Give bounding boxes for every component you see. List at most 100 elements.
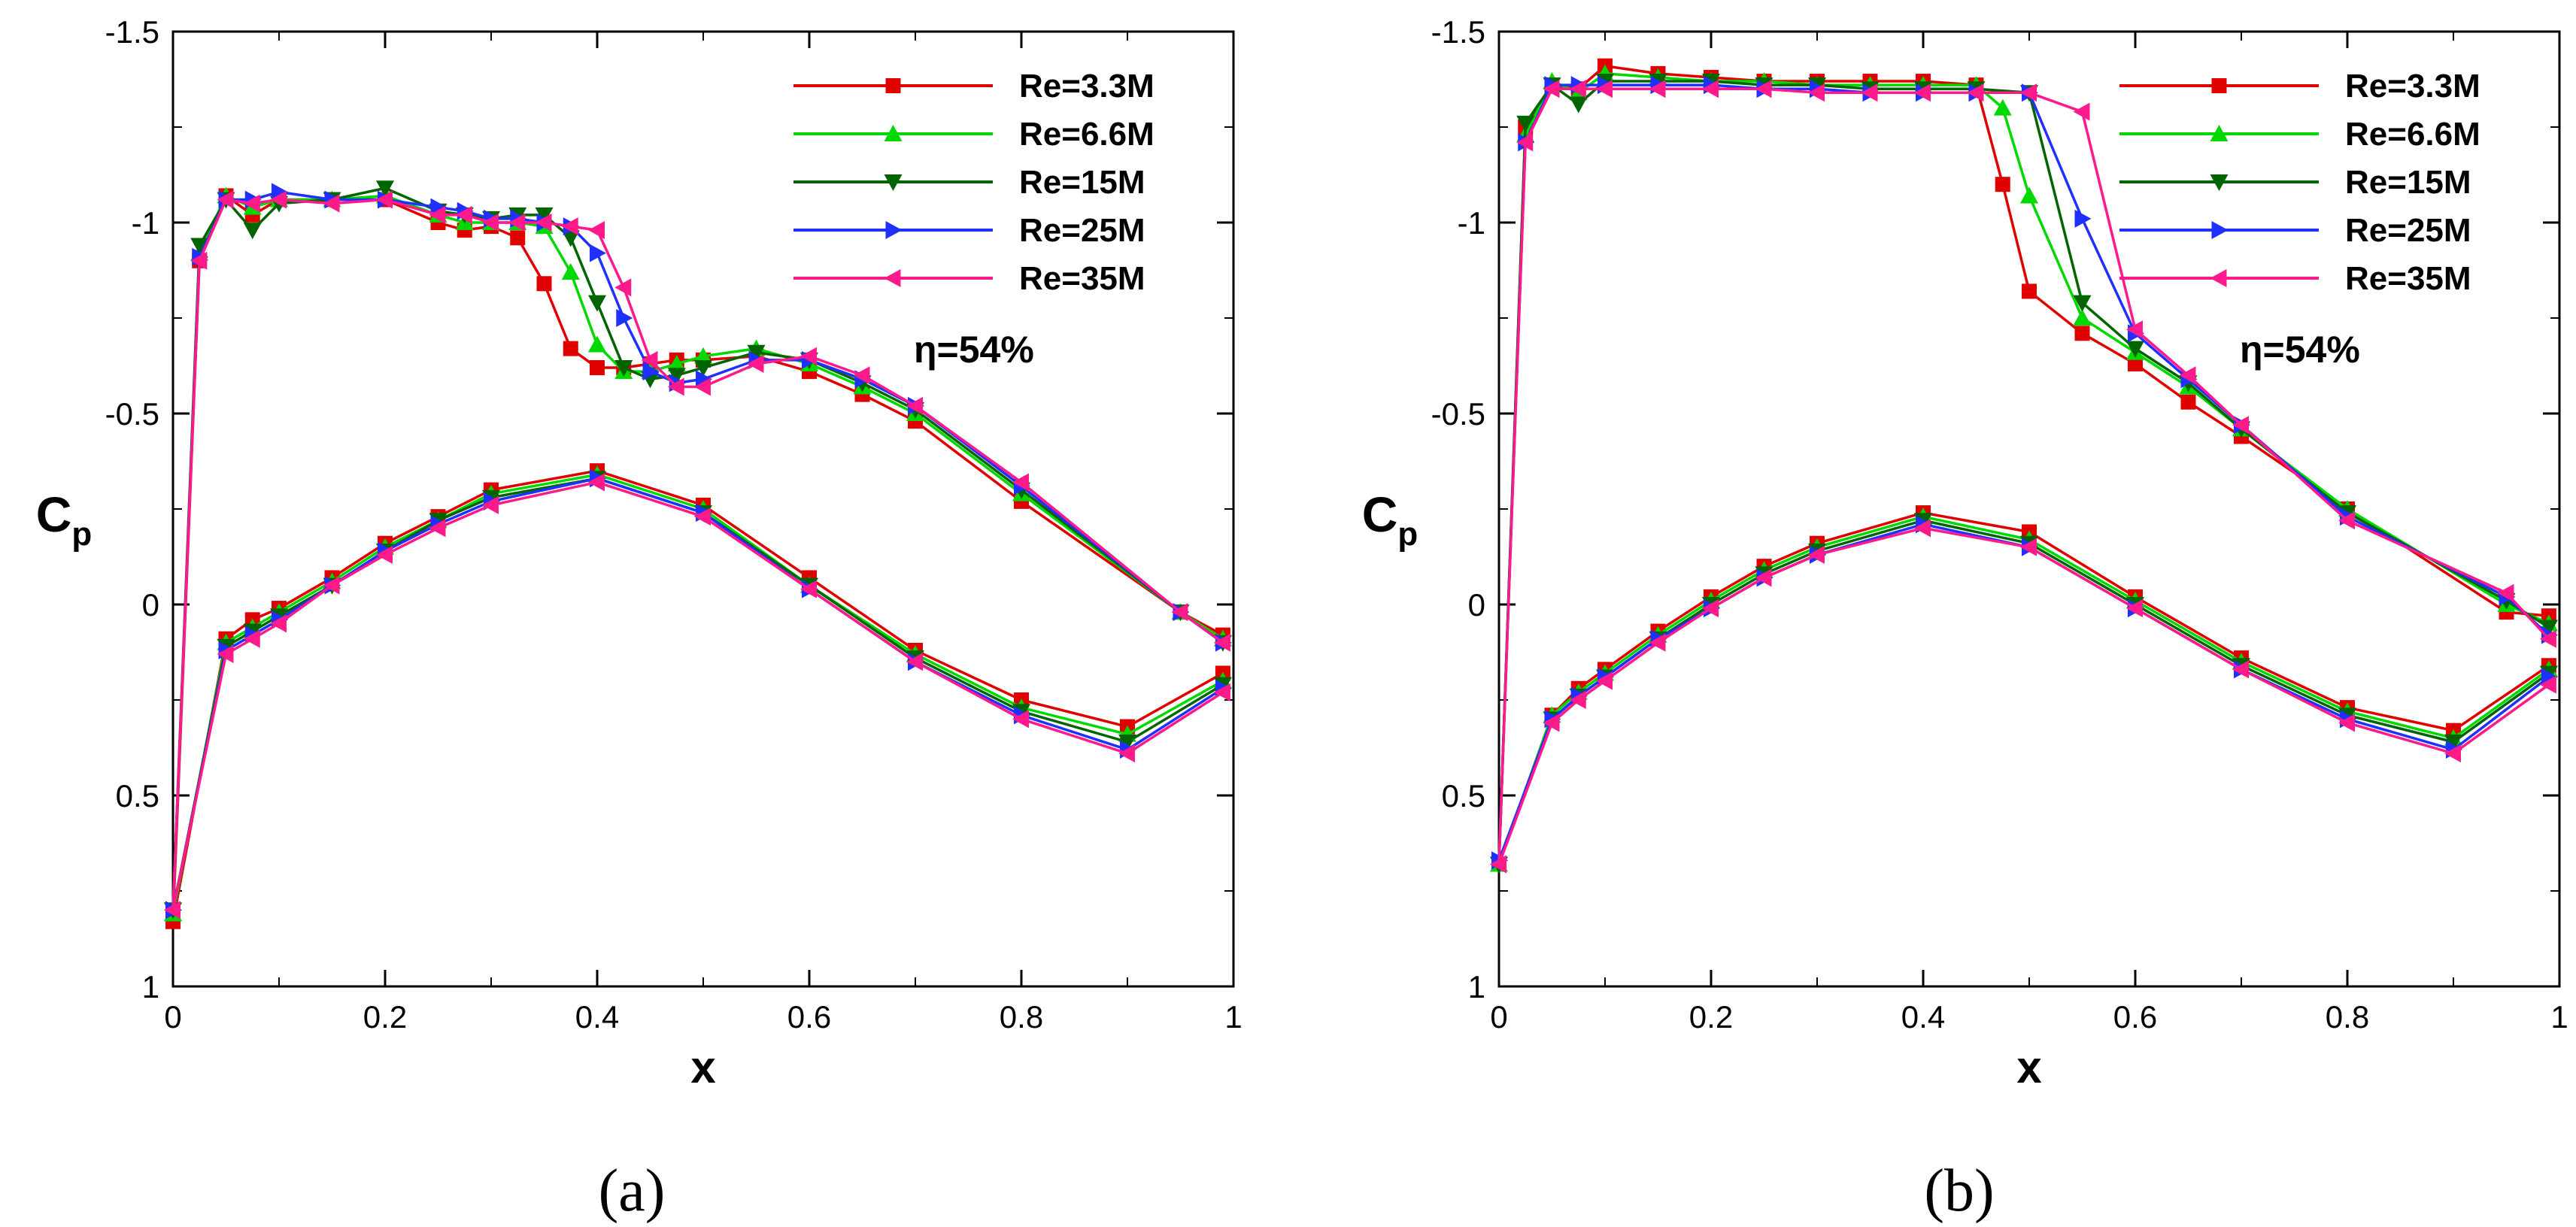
x-tick-label: 0.2 bbox=[363, 999, 407, 1035]
data-point bbox=[588, 473, 605, 492]
legend-label: Re=15M bbox=[2345, 164, 2471, 201]
legend-marker bbox=[2210, 174, 2229, 191]
y-tick-label: -0.5 bbox=[105, 396, 159, 432]
series-Re=35M bbox=[164, 190, 1230, 919]
data-point bbox=[694, 507, 711, 526]
legend-label: Re=15M bbox=[1019, 164, 1145, 201]
data-point bbox=[455, 205, 472, 224]
x-tick-label: 0.4 bbox=[1901, 999, 1945, 1035]
data-point bbox=[376, 545, 393, 564]
data-point bbox=[561, 230, 580, 247]
data-point bbox=[2541, 668, 2558, 686]
data-point bbox=[272, 183, 288, 201]
data-point bbox=[2020, 538, 2037, 556]
data-point bbox=[2073, 102, 2090, 121]
data-point bbox=[1914, 519, 1931, 538]
y-tick-label: 0 bbox=[142, 587, 159, 623]
data-point bbox=[510, 230, 526, 246]
data-point bbox=[1967, 83, 1984, 102]
data-point bbox=[2126, 341, 2144, 358]
panel-b: 0 0.2 0.4 0.6 0.8 1 -1.5 -1 -0.5 0 0.5 1 x Cp Re=3.3M R… bbox=[1362, 14, 2568, 1092]
legend-label: Re=3.3M bbox=[2345, 68, 2480, 105]
data-point bbox=[747, 354, 764, 373]
data-point bbox=[1516, 133, 1534, 152]
data-point bbox=[508, 214, 526, 232]
y-axis-label: Cp bbox=[36, 486, 93, 553]
data-point bbox=[535, 214, 552, 232]
data-point bbox=[1755, 568, 1772, 587]
data-point bbox=[590, 360, 605, 376]
data-point bbox=[1649, 80, 1666, 98]
x-tick-label: 0 bbox=[1490, 999, 1507, 1035]
data-point bbox=[1702, 599, 1719, 618]
data-point bbox=[1490, 855, 1506, 874]
data-point bbox=[1213, 633, 1230, 652]
data-point bbox=[2180, 394, 2196, 410]
data-point bbox=[2444, 744, 2461, 763]
data-point bbox=[667, 377, 684, 396]
x-axis-label: x bbox=[2016, 1042, 2041, 1092]
x-tick-label: 1 bbox=[2550, 999, 2568, 1035]
y-axis-label: Cp bbox=[1362, 486, 1418, 553]
data-point bbox=[1012, 710, 1029, 729]
data-point bbox=[536, 276, 552, 292]
data-point bbox=[2020, 186, 2038, 204]
y-axis-label-sub: p bbox=[1397, 516, 1418, 553]
data-point bbox=[482, 214, 499, 232]
series-line-lower bbox=[1497, 519, 2550, 865]
data-point bbox=[1914, 83, 1931, 102]
y-axis-label-sub: p bbox=[71, 516, 92, 553]
series-line-lower bbox=[1497, 523, 2550, 861]
data-point bbox=[1702, 80, 1719, 98]
data-point bbox=[2497, 583, 2514, 602]
data-point bbox=[482, 495, 499, 514]
x-tick-label: 0.6 bbox=[2113, 999, 2157, 1035]
panel-b-label: (b) bbox=[1924, 1158, 1994, 1224]
data-point bbox=[1569, 691, 1586, 709]
data-point bbox=[2232, 416, 2249, 435]
data-point bbox=[642, 362, 660, 381]
data-point bbox=[667, 368, 686, 385]
data-point bbox=[2338, 713, 2355, 732]
legend-marker bbox=[885, 221, 903, 239]
data-point bbox=[190, 251, 208, 270]
eta-annotation: η=54% bbox=[914, 329, 1034, 371]
data-point bbox=[616, 309, 633, 327]
data-point bbox=[590, 244, 606, 262]
data-point bbox=[1569, 80, 1586, 98]
data-point bbox=[217, 645, 234, 664]
y-tick-label: 0.5 bbox=[116, 778, 159, 813]
data-point bbox=[270, 614, 287, 633]
data-point bbox=[270, 190, 287, 209]
data-point bbox=[1808, 545, 1825, 564]
series-line-lower bbox=[1497, 526, 2550, 865]
x-tick-label: 0.6 bbox=[787, 999, 831, 1035]
legend-marker bbox=[884, 269, 901, 287]
series-line-lower bbox=[171, 477, 1224, 910]
series-line-lower bbox=[171, 477, 1224, 910]
series-line-upper bbox=[171, 198, 1224, 910]
data-point bbox=[694, 347, 712, 364]
y-tick-label: -1.5 bbox=[1431, 14, 1485, 50]
y-axis-label-main: C bbox=[1362, 486, 1398, 542]
data-point bbox=[2126, 599, 2143, 618]
data-point bbox=[588, 295, 606, 312]
data-point bbox=[323, 576, 340, 595]
data-point bbox=[641, 350, 658, 369]
legend-label: Re=35M bbox=[1019, 260, 1145, 297]
data-point bbox=[853, 366, 870, 385]
legend-label: Re=6.6M bbox=[1019, 116, 1154, 153]
data-point bbox=[190, 238, 209, 255]
data-point bbox=[588, 221, 605, 240]
data-point bbox=[2128, 356, 2143, 371]
data-point bbox=[2074, 326, 2090, 341]
data-point bbox=[694, 360, 712, 377]
x-tick-label: 0.2 bbox=[1689, 999, 1733, 1035]
data-point bbox=[563, 341, 578, 356]
y-axis-label-main: C bbox=[36, 486, 72, 542]
data-point bbox=[535, 207, 554, 224]
data-point bbox=[747, 344, 766, 362]
data-point bbox=[2338, 511, 2355, 530]
series-line-lower bbox=[171, 473, 1224, 914]
data-point bbox=[2074, 209, 2092, 228]
